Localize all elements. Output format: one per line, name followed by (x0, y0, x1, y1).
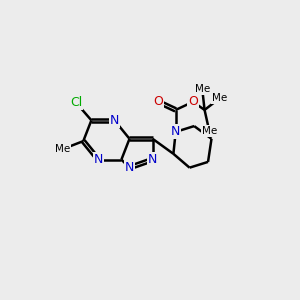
Text: N: N (171, 125, 180, 138)
Text: N: N (94, 153, 103, 166)
Text: Cl: Cl (70, 97, 82, 110)
Text: Me: Me (202, 126, 217, 136)
Text: Me: Me (55, 144, 70, 154)
Text: N: N (125, 161, 134, 174)
Text: O: O (188, 95, 198, 108)
Text: Me: Me (212, 93, 227, 103)
Text: O: O (153, 95, 163, 108)
Text: Me: Me (195, 84, 210, 94)
Text: N: N (148, 153, 157, 166)
Text: N: N (110, 114, 119, 127)
